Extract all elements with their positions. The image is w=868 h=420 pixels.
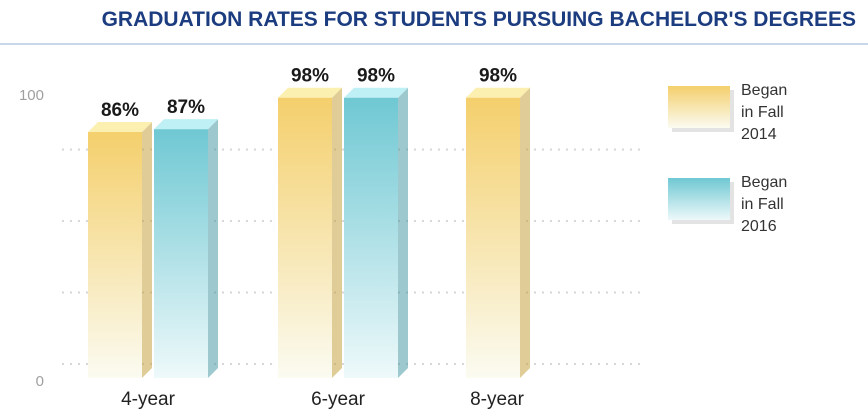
- x-tick-label: 4-year: [121, 389, 176, 410]
- legend-swatch: [668, 178, 730, 220]
- data-label: 98%: [479, 66, 517, 87]
- data-labels: 86% 87% 98% 98% 98%: [101, 66, 517, 121]
- chart-title: GRADUATION RATES FOR STUDENTS PURSUING B…: [101, 8, 856, 31]
- bar-front: [344, 97, 398, 378]
- legend-item-2: Began in Fall 2016: [668, 174, 787, 235]
- data-label: 98%: [357, 66, 395, 87]
- bar-side: [142, 122, 152, 378]
- bar-front: [278, 97, 332, 378]
- bar-side: [398, 87, 408, 378]
- bar-top: [278, 87, 342, 98]
- x-tick-label: 8-year: [470, 389, 525, 410]
- bar-front: [154, 129, 208, 378]
- bar-side: [520, 87, 530, 378]
- x-axis: 4-year 6-year 8-year: [121, 389, 525, 410]
- bar-front: [88, 132, 142, 378]
- bar-top: [466, 87, 530, 98]
- data-label: 86%: [101, 100, 139, 121]
- bar-front: [466, 97, 520, 378]
- legend-label: in Fall: [741, 104, 784, 121]
- data-label: 98%: [291, 66, 329, 87]
- bar-side: [332, 87, 342, 378]
- bar-4-year-series-1: [88, 122, 152, 378]
- legend-label: 2016: [741, 218, 777, 235]
- bar-top: [344, 87, 408, 98]
- bar-6-year-series-2: [344, 87, 408, 378]
- legend-label: Began: [741, 82, 787, 99]
- y-tick-label: 100: [19, 87, 44, 104]
- legend: Began in Fall 2014 Began in Fall 2016: [668, 82, 787, 235]
- y-axis: 0 100: [19, 87, 44, 390]
- bars: [88, 87, 530, 379]
- bar-8-year-series-1: [466, 87, 530, 378]
- legend-label: in Fall: [741, 196, 784, 213]
- legend-swatch: [668, 86, 730, 128]
- bar-top: [88, 122, 152, 133]
- data-label: 87%: [167, 97, 205, 118]
- legend-label: 2014: [741, 126, 777, 143]
- legend-item-1: Began in Fall 2014: [668, 82, 787, 143]
- bar-top: [154, 119, 218, 130]
- bar-4-year-series-2: [154, 119, 218, 379]
- x-tick-label: 6-year: [311, 389, 366, 410]
- title-underline: [0, 43, 868, 45]
- y-tick-label: 0: [36, 373, 44, 390]
- bar-6-year-series-1: [278, 87, 342, 378]
- bar-side: [208, 119, 218, 379]
- legend-label: Began: [741, 174, 787, 191]
